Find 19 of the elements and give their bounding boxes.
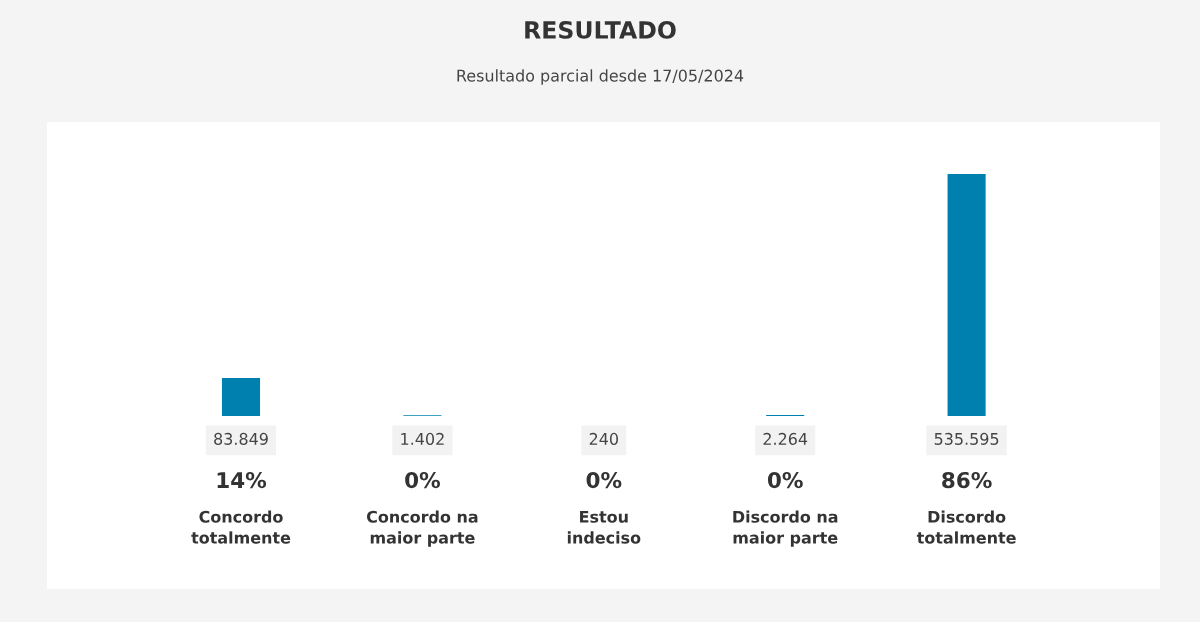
text: 0%	[586, 471, 622, 489]
data-label: 535.595	[934, 432, 999, 445]
data-label: 83.849	[214, 432, 268, 445]
bar	[221, 378, 261, 416]
text: 0%	[767, 471, 803, 489]
text: 14%	[217, 471, 267, 489]
text: 0%	[405, 471, 440, 489]
x-tick-label: Estou indeciso	[567, 510, 641, 544]
data-label: 240	[589, 432, 618, 445]
data-label: 1.402	[401, 432, 444, 445]
data-label: 2.264	[763, 432, 808, 445]
x-tick-label: Concordo na maior parte	[366, 510, 478, 547]
x-tick-label: Discordo na maior parte	[733, 510, 838, 547]
chart-title: RESULTADO	[525, 20, 676, 39]
chart-subtitle: Resultado parcial desde 17/05/2024	[457, 69, 744, 85]
bar	[947, 174, 986, 416]
x-tick-label: Discordo totalmente	[916, 510, 1016, 544]
text: 86%	[942, 471, 992, 489]
x-tick-label: Concordo totalmente	[191, 510, 291, 544]
